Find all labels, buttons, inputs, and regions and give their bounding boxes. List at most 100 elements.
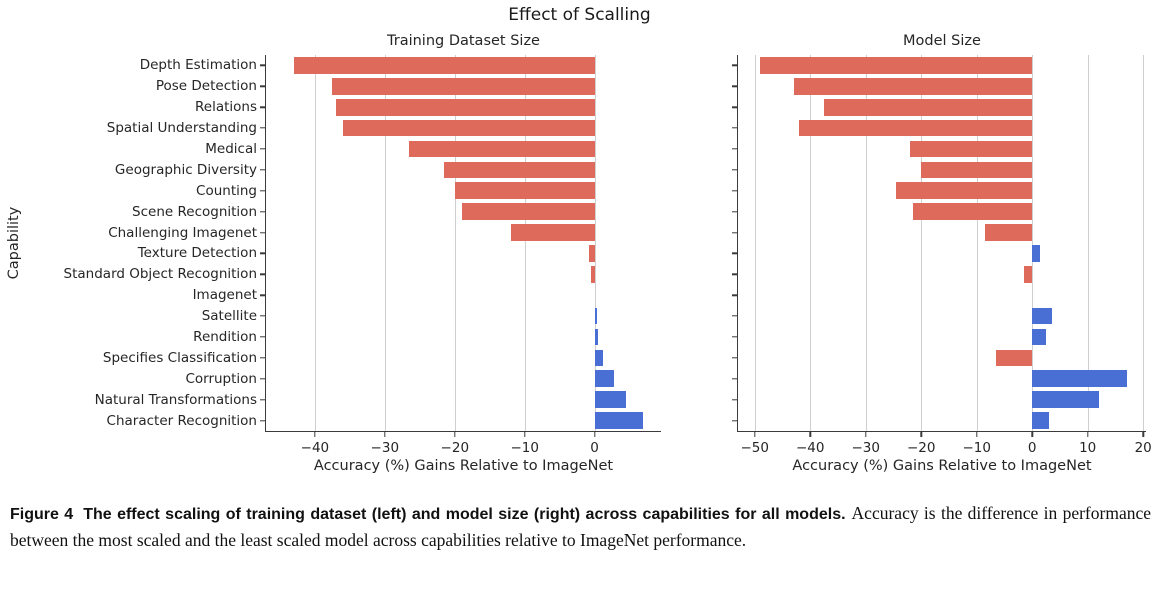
- y-tick-mark: [731, 190, 737, 192]
- x-tick-label: −30: [370, 440, 400, 456]
- y-tick-mark: [731, 64, 737, 67]
- bar-character-recognition: [594, 412, 644, 429]
- bar-satellite: [594, 307, 597, 325]
- y-tick-mark: [731, 419, 737, 422]
- subplot-title-left: Training Dataset Size: [387, 33, 540, 49]
- y-tick-mark: [731, 127, 737, 129]
- y-tick-mark: [259, 378, 265, 380]
- x-tick-mark: [920, 431, 922, 437]
- category-label: Geographic Diversity: [114, 161, 257, 178]
- category-label: Medical: [205, 141, 257, 157]
- bar-counting: [454, 182, 595, 200]
- category-label: Character Recognition: [106, 412, 257, 429]
- gridline: [1032, 55, 1034, 431]
- x-tick-label: −20: [906, 440, 936, 456]
- gridline: [1087, 55, 1089, 431]
- x-tick-mark: [1086, 431, 1089, 437]
- y-tick-mark: [259, 231, 265, 234]
- y-tick-mark: [259, 273, 265, 275]
- caption-regular-text: Accuracy is the difference in performanc…: [10, 503, 1152, 550]
- x-tick-mark: [454, 431, 456, 437]
- y-tick-mark: [731, 294, 737, 296]
- y-tick-mark: [259, 190, 265, 192]
- x-tick-mark: [593, 431, 596, 437]
- y-tick-mark: [259, 357, 265, 359]
- y-tick-mark: [259, 127, 265, 129]
- category-label: Scene Recognition: [132, 203, 257, 220]
- y-tick-mark: [731, 357, 737, 359]
- x-tick-label: −50: [740, 440, 769, 456]
- plot-training-dataset-size: Training Dataset Size Accuracy (%) Gains…: [64, 33, 661, 474]
- gridline: [1143, 55, 1145, 431]
- bar-specifies-classification: [594, 349, 603, 367]
- bar-challenging-imagenet: [510, 224, 595, 241]
- y-tick-mark: [731, 231, 737, 234]
- bar-standard-object-recognition: [591, 266, 595, 283]
- category-label: Corruption: [185, 370, 257, 387]
- bar-geographic-diversity: [921, 161, 1033, 179]
- x-tick-label: −40: [300, 440, 330, 456]
- gridline: [921, 55, 923, 431]
- gridline: [810, 55, 812, 431]
- category-label: Imagenet: [192, 287, 257, 304]
- x-tick-mark: [864, 431, 867, 437]
- y-tick-mark: [731, 210, 737, 213]
- caption-bold-text: The effect scaling of training dataset (…: [83, 506, 846, 523]
- plot-model-size: Model Size Accuracy (%) Gains Relative t…: [731, 33, 1152, 474]
- category-label: Rendition: [193, 329, 257, 345]
- x-tick-mark: [753, 431, 756, 437]
- y-tick-mark: [259, 169, 265, 171]
- x-tick-mark: [1142, 431, 1144, 437]
- category-label: Standard Object Recognition: [63, 266, 257, 283]
- gridline: [754, 55, 756, 431]
- category-label: Satellite: [201, 308, 257, 325]
- y-axis-label: Capability: [6, 206, 22, 280]
- bar-medical: [409, 140, 595, 158]
- y-tick-mark: [731, 252, 737, 255]
- figure-title: Effect of Scalling: [508, 5, 651, 25]
- bar-spatial-understanding: [342, 119, 595, 137]
- bar-rendition: [594, 328, 599, 346]
- bar-specifies-classification: [996, 349, 1033, 367]
- y-tick-mark: [259, 64, 265, 67]
- bar-geographic-diversity: [444, 161, 595, 179]
- y-tick-mark: [731, 336, 737, 338]
- subplot-title-right: Model Size: [903, 33, 981, 49]
- x-tick-mark: [809, 431, 811, 437]
- x-tick-label: 0: [1027, 440, 1037, 456]
- bar-scene-recognition: [461, 203, 595, 220]
- bar-rendition: [1032, 328, 1047, 346]
- bar-pose-detection: [332, 78, 595, 95]
- x-tick-label: −10: [510, 440, 539, 456]
- y-tick-mark: [259, 210, 265, 213]
- bar-depth-estimation: [294, 57, 595, 74]
- figure-caption: Figure 4 The effect scaling of training d…: [10, 500, 1151, 553]
- bar-counting: [896, 182, 1033, 200]
- y-tick-mark: [259, 398, 265, 401]
- y-tick-mark: [731, 85, 737, 87]
- bar-spatial-understanding: [799, 119, 1033, 137]
- x-tick-mark: [523, 431, 526, 437]
- bar-texture-detection: [1032, 245, 1041, 262]
- y-tick-mark: [259, 148, 265, 150]
- gridline: [384, 55, 386, 431]
- gridline: [454, 55, 456, 431]
- x-tick-label: −10: [962, 440, 991, 456]
- category-label: Spatial Understanding: [106, 120, 257, 137]
- bar-relations: [335, 98, 595, 116]
- y-tick-mark: [259, 336, 265, 338]
- y-tick-mark: [259, 419, 265, 422]
- category-label: Counting: [196, 182, 257, 199]
- category-label: Specifies Classification: [102, 349, 257, 366]
- gridline: [594, 55, 596, 431]
- category-label: Pose Detection: [155, 78, 257, 95]
- y-tick-mark: [259, 106, 265, 108]
- y-tick-mark: [731, 169, 737, 171]
- bar-natural-transformations: [1032, 391, 1099, 408]
- gridline: [865, 55, 867, 431]
- category-label: Texture Detection: [137, 245, 257, 262]
- category-label: Challenging Imagenet: [108, 224, 257, 241]
- x-tick-label: 10: [1079, 440, 1097, 456]
- gridline: [524, 55, 526, 431]
- bar-satellite: [1032, 307, 1052, 325]
